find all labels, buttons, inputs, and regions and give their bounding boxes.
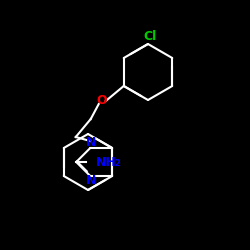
Text: N: N [86,136,97,149]
Text: O: O [96,94,107,108]
Text: Cl: Cl [144,30,156,43]
Text: NH: NH [96,156,117,168]
Text: N: N [86,174,97,188]
Text: 2: 2 [114,160,120,168]
